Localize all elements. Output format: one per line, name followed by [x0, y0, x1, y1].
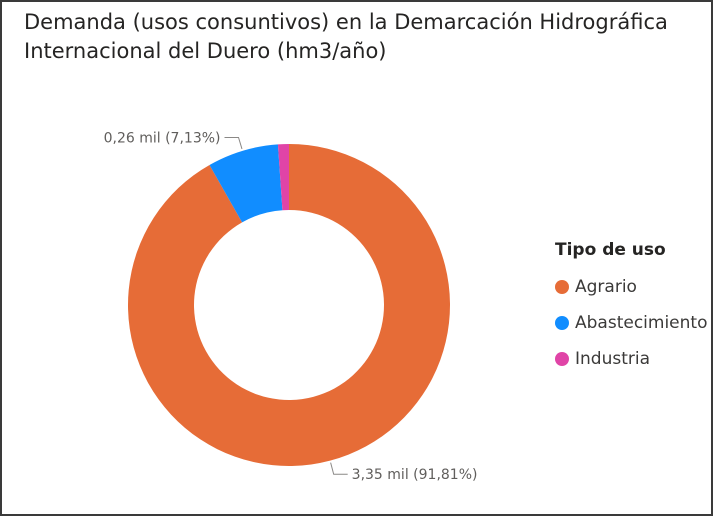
data-label-leader: [224, 136, 243, 150]
data-label-agrario: 3,35 mil (91,81%): [352, 467, 478, 483]
data-label-abastecimiento: 0,26 mil (7,13%): [104, 130, 221, 146]
legend-swatch: [555, 316, 569, 330]
legend-title: Tipo de uso: [555, 240, 666, 260]
legend-label: Industria: [575, 349, 651, 369]
donut-slice-agrario[interactable]: [128, 144, 450, 466]
legend: Tipo de uso Agrario Abastecimiento Indus…: [555, 240, 707, 377]
legend-swatch: [555, 352, 569, 366]
donut-slice-industria[interactable]: [277, 144, 289, 211]
legend-label: Abastecimiento: [575, 313, 708, 333]
legend-label: Agrario: [575, 277, 637, 297]
legend-swatch: [555, 280, 569, 294]
legend-item-abastecimiento[interactable]: Abastecimiento: [555, 305, 707, 341]
legend-item-industria[interactable]: Industria: [555, 341, 707, 377]
chart-title: Demanda (usos consuntivos) en la Demarca…: [24, 10, 668, 63]
donut-slice-abastecimiento[interactable]: [209, 144, 283, 223]
data-label-leader: [330, 462, 348, 475]
legend-item-agrario[interactable]: Agrario: [555, 269, 707, 305]
